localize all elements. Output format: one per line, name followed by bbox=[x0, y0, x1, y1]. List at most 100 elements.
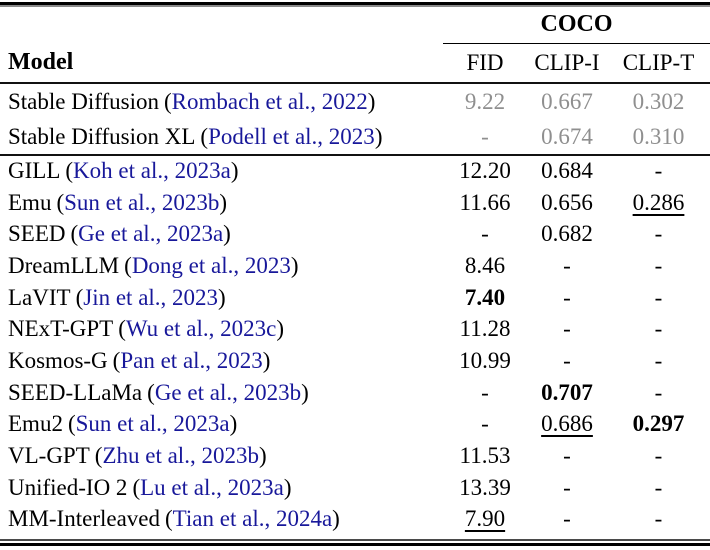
fid-value: 10.99 bbox=[459, 347, 511, 373]
paren-open: ( bbox=[65, 158, 74, 184]
model-name: Unified-IO 2 bbox=[8, 474, 128, 500]
clip-i-value: 0.667 bbox=[541, 88, 593, 114]
model-cell: Emu2 (Sun et al., 2023a) bbox=[0, 409, 443, 441]
main-section: GILL (Koh et al., 2023a) 12.20 0.684 - Em… bbox=[0, 155, 710, 535]
clip-t-value: - bbox=[654, 379, 663, 405]
citation-link[interactable]: Sun et al., 2023b bbox=[64, 189, 220, 215]
fid-value: 9.22 bbox=[464, 88, 506, 114]
table-row: MM-Interleaved (Tian et al., 2024a) 7.90 … bbox=[0, 504, 710, 536]
model-cell: NExT-GPT (Wu et al., 2023c) bbox=[0, 313, 443, 345]
model-name: Emu2 bbox=[8, 411, 63, 437]
citation-link[interactable]: Ge et al., 2023b bbox=[154, 379, 302, 405]
clip-t-value: - bbox=[654, 221, 663, 247]
model-name: DreamLLM bbox=[8, 252, 120, 278]
paren-close: ) bbox=[332, 506, 340, 532]
model-name: NExT-GPT bbox=[8, 316, 114, 342]
paren-close: ) bbox=[374, 123, 383, 149]
citation-link[interactable]: Tian et al., 2024a bbox=[172, 506, 333, 532]
empty-cell bbox=[0, 7, 443, 43]
fid-value: 8.46 bbox=[464, 252, 506, 278]
model-name: VL-GPT bbox=[8, 443, 90, 469]
clip-t-value: - bbox=[654, 474, 663, 500]
paren-open: ( bbox=[165, 506, 173, 532]
clip-t-value: - bbox=[654, 252, 663, 278]
fid-value: 7.40 bbox=[464, 284, 506, 310]
clip-t-value: - bbox=[654, 347, 663, 373]
citation-link[interactable]: Zhu et al., 2023b bbox=[102, 443, 259, 469]
clip-i-value: 0.674 bbox=[541, 123, 593, 149]
paren-close: ) bbox=[218, 284, 226, 310]
paren-open: ( bbox=[67, 411, 76, 437]
paren-close: ) bbox=[219, 189, 228, 215]
clip-t-value: - bbox=[654, 316, 663, 342]
model-name: MM-Interleaved bbox=[8, 506, 160, 532]
reference-section: Stable Diffusion (Rombach et al., 2022) 9… bbox=[0, 83, 710, 155]
group-header-row: COCO bbox=[0, 7, 710, 44]
top-rule-shadow bbox=[0, 5, 710, 7]
clip-i-value: - bbox=[563, 284, 571, 310]
citation-link[interactable]: Koh et al., 2023a bbox=[73, 158, 231, 184]
citation-link[interactable]: Rombach et al., 2022 bbox=[171, 88, 368, 114]
model-name: Emu bbox=[8, 189, 52, 215]
table-row: SEED (Ge et al., 2023a) - 0.682 - bbox=[0, 218, 710, 250]
model-cell: Stable Diffusion XL (Podell et al., 2023) bbox=[0, 119, 443, 155]
model-cell: SEED (Ge et al., 2023a) bbox=[0, 218, 443, 250]
top-rule bbox=[0, 2, 710, 5]
paren-open: ( bbox=[56, 189, 65, 215]
paren-close: ) bbox=[262, 347, 271, 373]
citation-link[interactable]: Ge et al., 2023a bbox=[78, 221, 224, 247]
model-name: Kosmos-G bbox=[8, 347, 108, 373]
column-header-model: Model bbox=[8, 49, 74, 75]
clip-t-value: 0.297 bbox=[632, 411, 685, 437]
citation-link[interactable]: Sun et al., 2023a bbox=[75, 411, 230, 437]
paren-open: ( bbox=[112, 347, 121, 373]
model-cell: Emu (Sun et al., 2023b) bbox=[0, 187, 443, 219]
citation-link[interactable]: Jin et al., 2023 bbox=[83, 284, 219, 310]
table-row: Emu (Sun et al., 2023b) 11.66 0.656 0.286 bbox=[0, 187, 710, 219]
table-row: Stable Diffusion (Rombach et al., 2022) 9… bbox=[0, 83, 710, 119]
bottom-rule bbox=[0, 542, 710, 546]
citation-link[interactable]: Pan et al., 2023 bbox=[120, 347, 263, 373]
paren-open: ( bbox=[147, 379, 155, 405]
clip-i-value: - bbox=[563, 506, 571, 532]
model-cell: MM-Interleaved (Tian et al., 2024a) bbox=[0, 504, 443, 536]
table-row: Kosmos-G (Pan et al., 2023) 10.99 - - bbox=[0, 345, 710, 377]
citation-link[interactable]: Lu et al., 2023a bbox=[140, 474, 284, 500]
clip-i-value: - bbox=[563, 316, 571, 342]
clip-i-value: 0.682 bbox=[541, 221, 593, 247]
paren-open: ( bbox=[70, 221, 79, 247]
clip-t-value: - bbox=[654, 443, 663, 469]
fid-value: 12.20 bbox=[459, 158, 511, 184]
paren-open: ( bbox=[132, 474, 141, 500]
model-name: Stable Diffusion XL bbox=[8, 123, 196, 149]
clip-t-value: 0.302 bbox=[632, 88, 685, 114]
model-cell: Kosmos-G (Pan et al., 2023) bbox=[0, 345, 443, 377]
model-cell: Stable Diffusion (Rombach et al., 2022) bbox=[0, 83, 443, 119]
coco-benchmark-table: COCO Model FID CLIP-I CLIP-T Stable Diff… bbox=[0, 7, 710, 535]
paren-open: ( bbox=[124, 252, 132, 278]
paren-open: ( bbox=[118, 316, 126, 342]
citation-link[interactable]: Dong et al., 2023 bbox=[131, 252, 291, 278]
clip-i-value: 0.707 bbox=[541, 379, 593, 405]
fid-value: - bbox=[481, 379, 489, 405]
table-row: NExT-GPT (Wu et al., 2023c) 11.28 - - bbox=[0, 313, 710, 345]
citation-link[interactable]: Wu et al., 2023c bbox=[125, 316, 277, 342]
paren-close: ) bbox=[230, 158, 239, 184]
fid-value: - bbox=[481, 411, 489, 437]
citation-link[interactable]: Podell et al., 2023 bbox=[208, 123, 375, 149]
model-cell: GILL (Koh et al., 2023a) bbox=[0, 155, 443, 187]
bottom-rule-shadow bbox=[0, 539, 710, 541]
model-name: SEED-LLaMa bbox=[8, 379, 143, 405]
clip-t-value: - bbox=[654, 284, 663, 310]
clip-t-value: - bbox=[654, 158, 663, 184]
clip-i-value: - bbox=[563, 347, 571, 373]
table-row: DreamLLM (Dong et al., 2023) 8.46 - - bbox=[0, 250, 710, 282]
table-row: Unified-IO 2 (Lu et al., 2023a) 13.39 - - bbox=[0, 472, 710, 504]
fid-value: 11.28 bbox=[459, 316, 511, 342]
paren-open: ( bbox=[94, 443, 103, 469]
column-header-row: Model FID CLIP-I CLIP-T bbox=[0, 43, 710, 83]
paren-close: ) bbox=[301, 379, 309, 405]
column-header-fid: FID bbox=[466, 49, 504, 75]
table-row: Stable Diffusion XL (Podell et al., 2023)… bbox=[0, 119, 710, 155]
